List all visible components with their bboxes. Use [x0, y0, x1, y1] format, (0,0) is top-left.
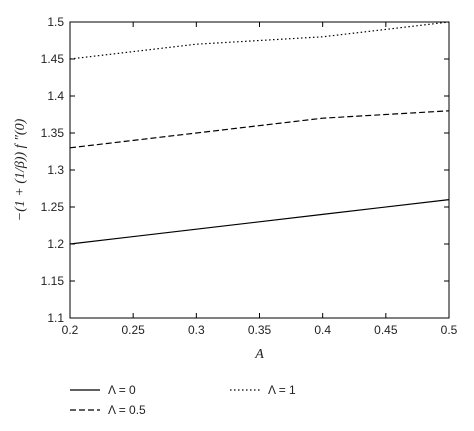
plot-area [69, 21, 450, 319]
x-tick-label: 0.2 [62, 323, 79, 337]
y-axis-label: −(1 + (1/β)) f ″(0) [13, 118, 28, 221]
y-tick-label: 1.15 [41, 274, 65, 288]
x-tick-label: 0.5 [441, 323, 458, 337]
legend-label: Λ = 1 [268, 383, 296, 397]
series-line-1 [69, 110, 450, 149]
series-line-2 [69, 21, 450, 60]
legend: Λ = 0 Λ = 1 Λ = 0.5 [70, 383, 296, 417]
x-tick-label: 0.35 [248, 323, 272, 337]
y-tick-label: 1.35 [41, 126, 65, 140]
y-tick-label: 1.2 [47, 237, 64, 251]
legend-label: Λ = 0 [108, 383, 136, 397]
x-axis-label: A [254, 347, 264, 362]
series-line-0 [69, 199, 450, 245]
y-tick-label: 1.4 [47, 89, 64, 103]
series-lines [69, 21, 450, 245]
y-tick-label: 1.25 [41, 200, 65, 214]
x-tick-label: 0.25 [121, 323, 145, 337]
x-tick-label: 0.45 [374, 323, 398, 337]
y-tick-label: 1.1 [47, 311, 64, 325]
x-tick-label: 0.4 [314, 323, 331, 337]
legend-label: Λ = 0.5 [108, 403, 146, 417]
x-tick-label: 0.3 [188, 323, 205, 337]
axis-ticks: 0.2 0.25 0.3 0.35 0.4 0.45 0.5 1.1 1.15 1.2 1.25 1.… [41, 15, 458, 337]
y-tick-label: 1.3 [47, 163, 64, 177]
y-tick-label: 1.45 [41, 52, 65, 66]
y-tick-label: 1.5 [47, 15, 64, 29]
